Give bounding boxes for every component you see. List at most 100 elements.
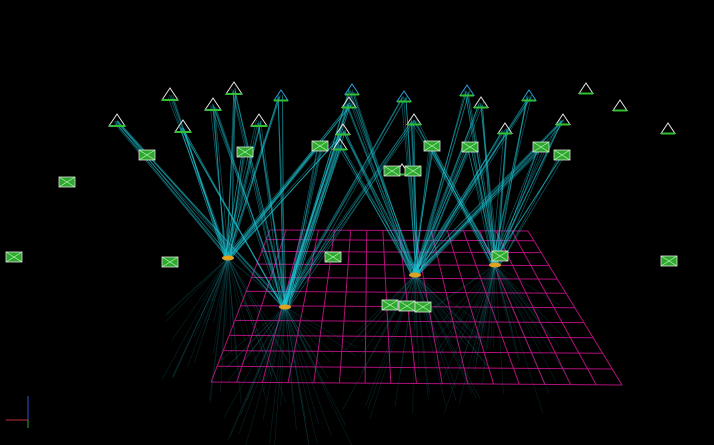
ray xyxy=(494,264,504,394)
ray xyxy=(209,257,229,400)
ray xyxy=(490,153,565,266)
ray xyxy=(212,103,282,308)
ray xyxy=(281,121,412,306)
camera xyxy=(58,176,76,188)
ray xyxy=(282,131,344,309)
ray xyxy=(343,132,415,273)
ray xyxy=(480,105,496,263)
ray xyxy=(415,130,503,278)
ray xyxy=(284,306,331,362)
ray xyxy=(224,306,286,371)
grid-line xyxy=(266,239,534,242)
ray xyxy=(342,131,413,276)
ray xyxy=(284,306,357,348)
keypoint xyxy=(409,272,421,278)
ray xyxy=(338,144,419,276)
observation-rays xyxy=(114,88,569,445)
keypoint xyxy=(489,262,501,268)
ray xyxy=(414,105,479,274)
ray xyxy=(194,257,229,337)
ray xyxy=(282,104,348,310)
ray xyxy=(227,257,278,380)
ray xyxy=(414,90,470,278)
ray xyxy=(496,96,528,267)
ray xyxy=(288,146,323,306)
ray xyxy=(181,127,229,256)
ray xyxy=(494,264,538,328)
ray xyxy=(412,147,543,277)
ray xyxy=(228,102,351,257)
ray xyxy=(429,264,496,312)
ray xyxy=(284,306,329,378)
ray xyxy=(491,145,540,264)
ray xyxy=(180,127,283,307)
ray xyxy=(472,264,496,363)
ray xyxy=(414,93,466,277)
ray xyxy=(337,146,417,278)
grid-line xyxy=(246,290,566,294)
ray xyxy=(466,147,498,267)
ray xyxy=(227,257,292,367)
ray xyxy=(227,257,288,361)
ray xyxy=(466,92,498,267)
camera xyxy=(491,250,509,262)
ray xyxy=(400,274,416,375)
ray xyxy=(386,274,416,322)
ray xyxy=(225,91,237,260)
ray xyxy=(227,257,281,302)
ray xyxy=(494,264,542,346)
ray xyxy=(213,106,225,258)
ray xyxy=(213,257,229,355)
ray xyxy=(482,105,493,264)
ray xyxy=(282,90,350,307)
ray xyxy=(234,90,287,305)
camera xyxy=(5,251,23,263)
ray xyxy=(430,146,495,268)
ray xyxy=(229,131,346,259)
ray xyxy=(170,95,228,259)
ray xyxy=(494,264,568,376)
ray xyxy=(263,306,286,392)
ray xyxy=(228,95,281,256)
ray xyxy=(227,257,289,310)
ray xyxy=(229,151,244,259)
ray xyxy=(210,107,228,258)
ray xyxy=(262,306,286,420)
ray xyxy=(414,131,503,273)
ray xyxy=(458,264,496,405)
ray xyxy=(492,148,544,264)
ray xyxy=(284,306,352,445)
ray xyxy=(242,306,286,364)
ray xyxy=(116,120,230,256)
ray xyxy=(172,97,226,256)
ray xyxy=(224,150,243,261)
ray xyxy=(405,97,419,276)
ray xyxy=(285,120,417,306)
ray xyxy=(182,127,284,310)
ray xyxy=(414,274,488,367)
ray xyxy=(412,90,467,278)
ray xyxy=(490,97,529,268)
camera xyxy=(381,299,399,311)
ray xyxy=(414,274,487,347)
ray xyxy=(212,104,287,309)
ray xyxy=(480,103,497,263)
ray xyxy=(227,103,353,256)
ray xyxy=(227,96,281,256)
ray xyxy=(287,120,414,310)
camera xyxy=(532,141,550,153)
ray xyxy=(414,274,485,327)
ray xyxy=(283,88,350,311)
ray xyxy=(171,257,229,342)
ray xyxy=(245,306,286,445)
ray xyxy=(414,274,430,393)
ray xyxy=(234,88,282,306)
ray xyxy=(274,306,286,445)
ray xyxy=(165,257,229,314)
ray xyxy=(225,143,320,259)
ray xyxy=(494,264,550,394)
ray xyxy=(204,257,229,324)
ray xyxy=(365,274,416,407)
ray xyxy=(414,274,475,342)
